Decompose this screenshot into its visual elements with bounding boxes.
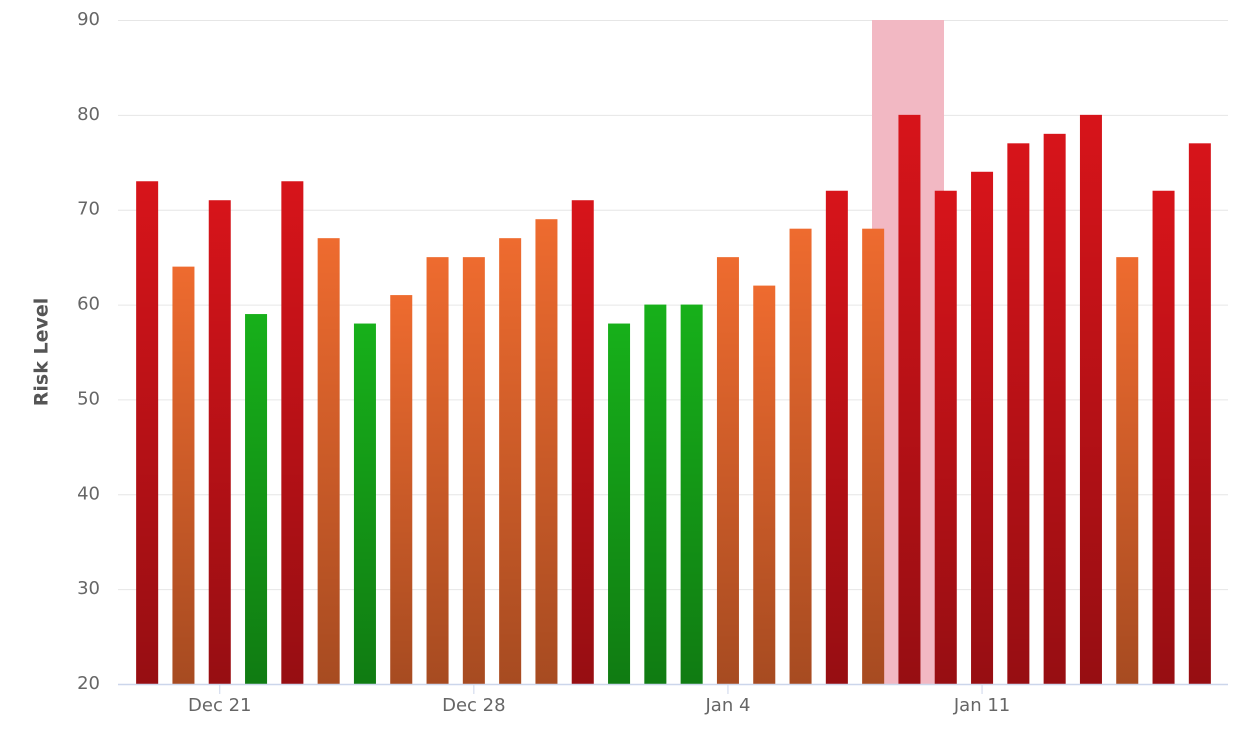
bar-shade <box>317 238 340 684</box>
bar-shade <box>208 200 231 684</box>
bar-shade <box>971 171 994 684</box>
y-tick-label: 80 <box>77 104 100 125</box>
y-tick-label: 50 <box>77 388 100 409</box>
bar-shade <box>353 323 376 684</box>
bar-shade <box>172 266 195 684</box>
y-tick-label: 90 <box>77 9 100 30</box>
bar-shade <box>608 323 631 684</box>
bar-shade <box>934 190 957 684</box>
bar-shade <box>1007 143 1030 685</box>
bar-shade <box>680 304 703 684</box>
bar-shade <box>644 304 667 684</box>
y-tick-label: 70 <box>77 199 100 220</box>
bar-shade <box>535 219 558 684</box>
bar-shade <box>716 257 739 684</box>
bars <box>136 114 1211 685</box>
bar-shade <box>898 114 921 685</box>
y-tick-label: 60 <box>77 294 100 315</box>
bar-shade <box>1188 143 1211 685</box>
bar-shade <box>245 314 268 684</box>
x-tick-label: Dec 21 <box>188 695 251 716</box>
bar-shade <box>136 181 159 684</box>
x-tick-label: Jan 4 <box>704 695 750 716</box>
y-tick-label: 20 <box>77 673 100 694</box>
bar-shade <box>1043 133 1066 685</box>
x-tick-label: Jan 11 <box>953 695 1010 716</box>
bar-shade <box>1079 114 1102 685</box>
y-tick-label: 30 <box>77 578 100 599</box>
bar-shade <box>1152 190 1175 684</box>
bar-shade <box>825 190 848 684</box>
x-tick-label: Dec 28 <box>442 695 505 716</box>
bar-shade <box>862 228 885 684</box>
y-tick-label: 40 <box>77 483 100 504</box>
bar-shade <box>753 285 776 684</box>
bar-shade <box>571 200 594 684</box>
bar-shade <box>281 181 304 684</box>
bar-shade <box>462 257 485 684</box>
bar-shade <box>1116 257 1139 684</box>
bar-shade <box>426 257 449 684</box>
bar-shade <box>499 238 522 684</box>
y-axis-title: Risk Level <box>31 298 53 406</box>
bar-shade <box>789 228 812 684</box>
bar-shade <box>390 295 413 684</box>
